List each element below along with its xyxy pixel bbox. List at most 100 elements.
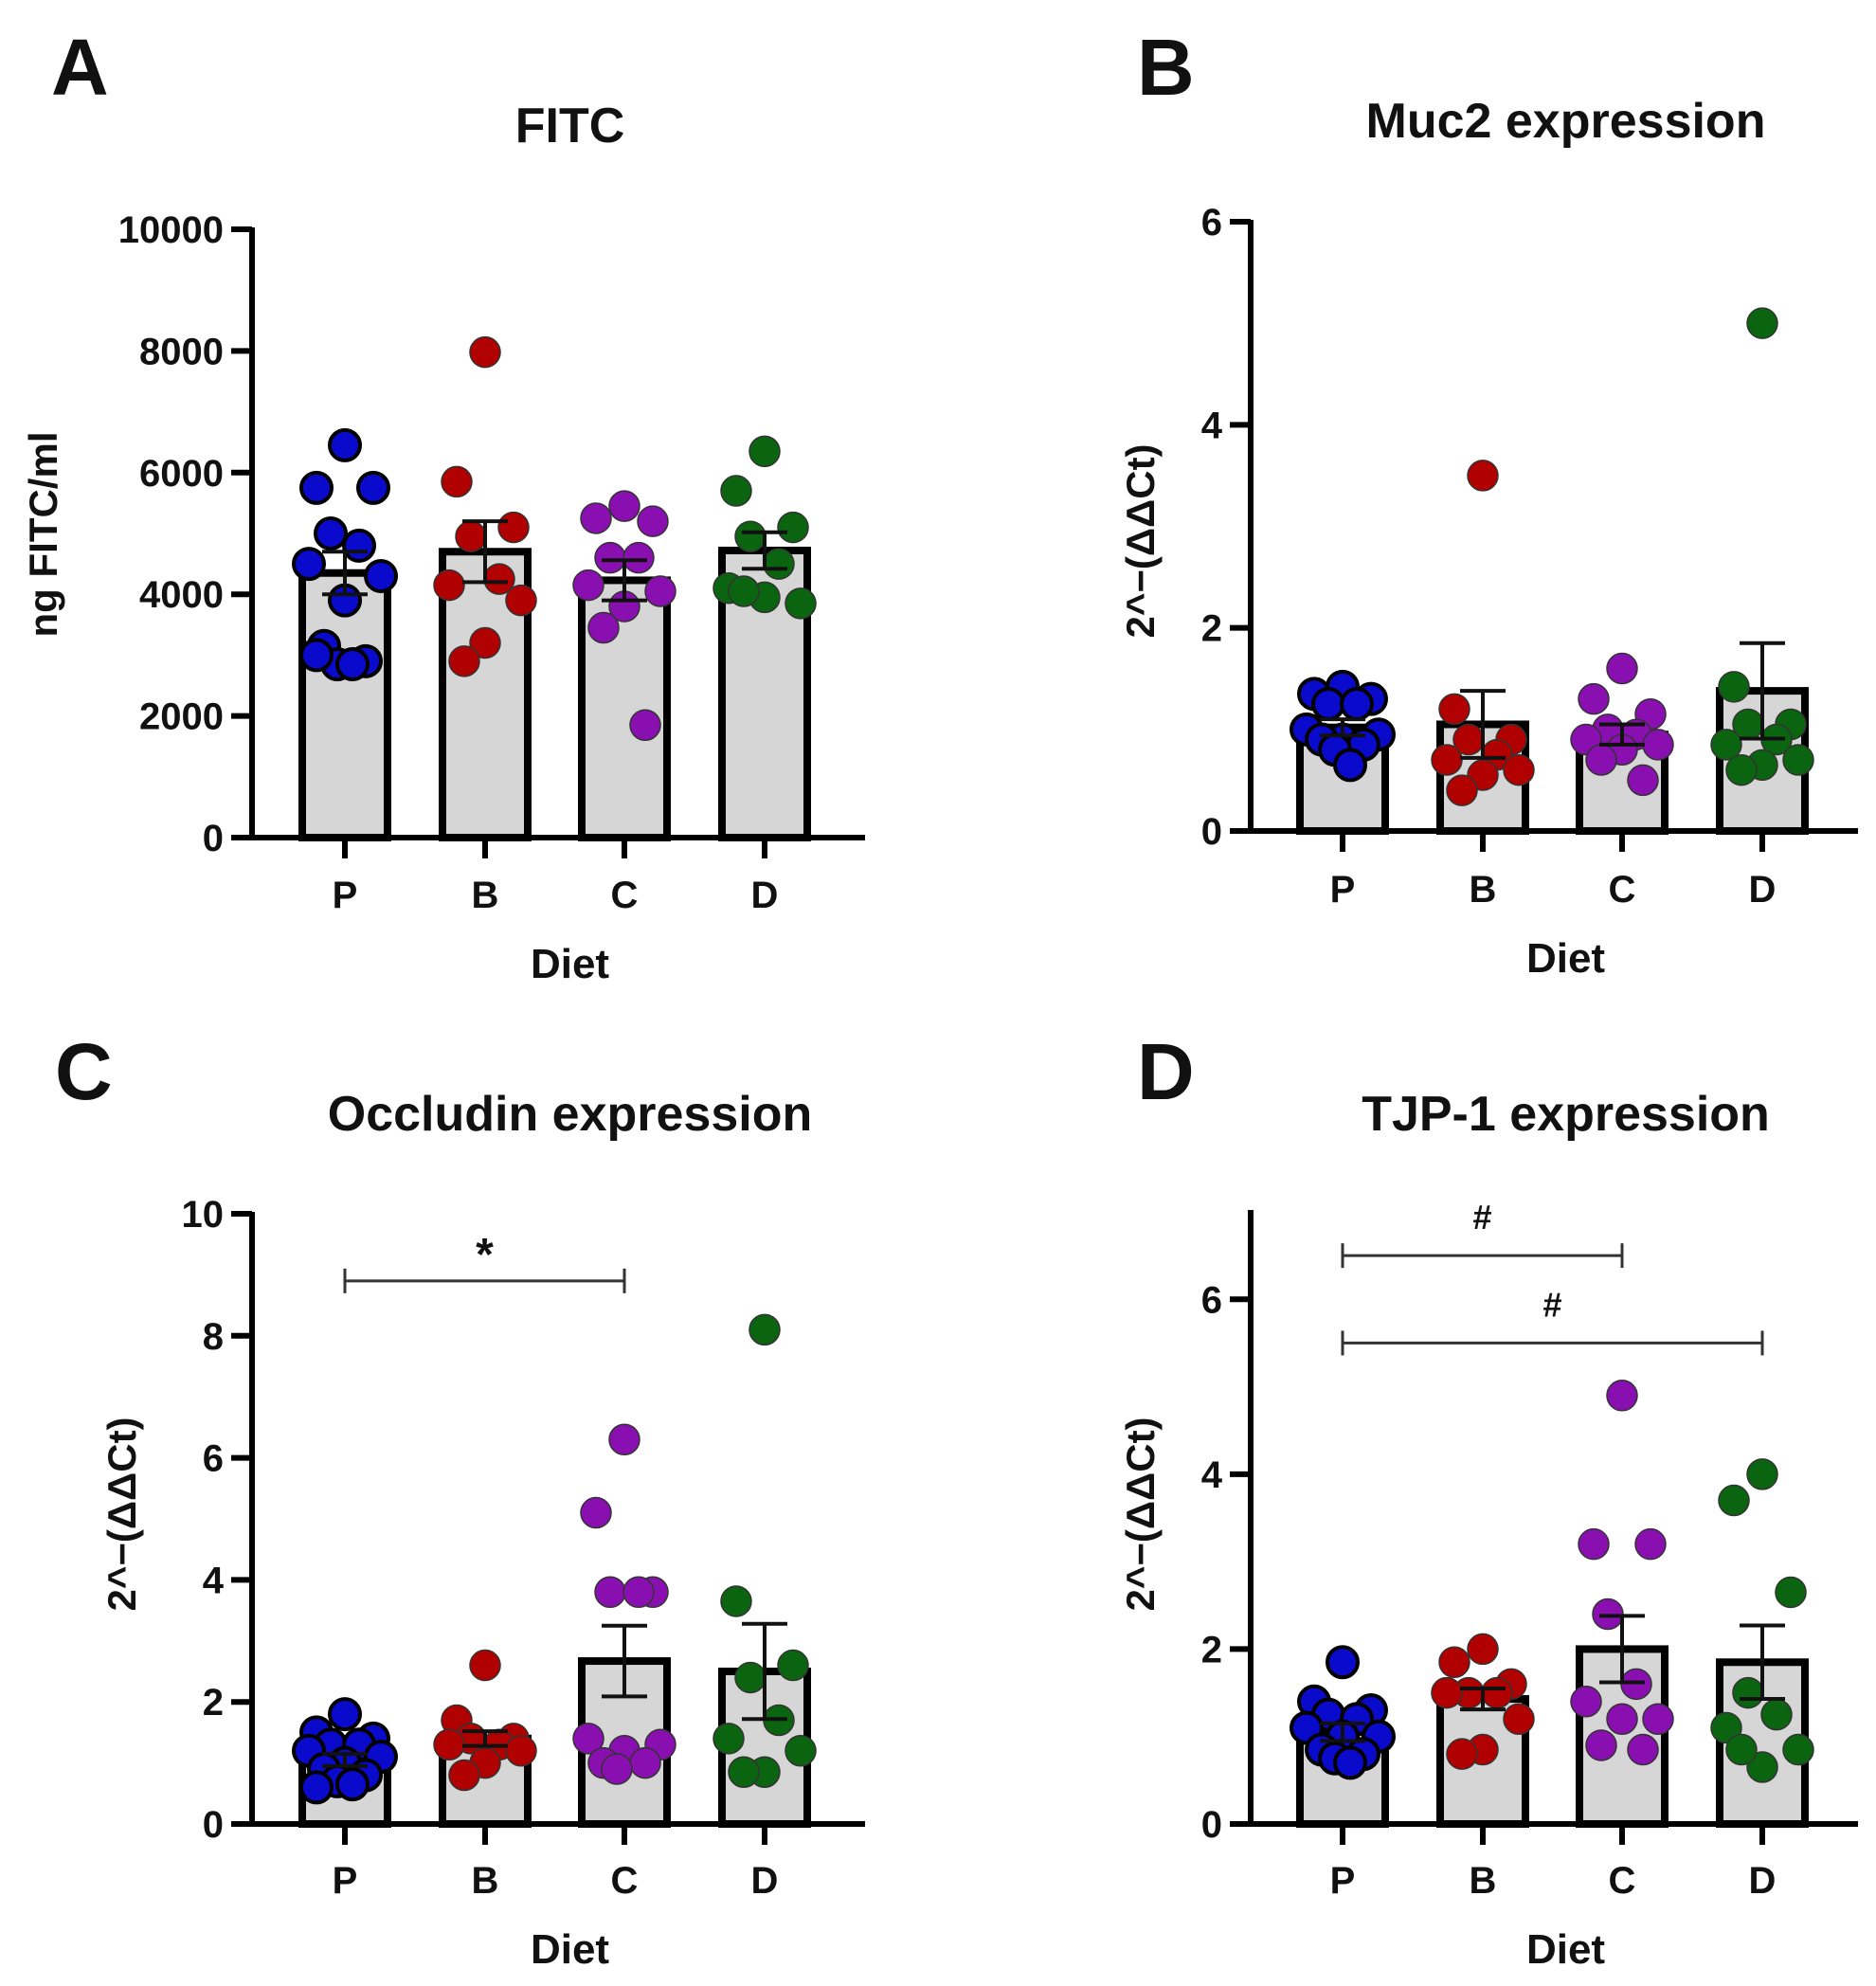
y-tick-label: 0 bbox=[1201, 1804, 1222, 1846]
y-tick-label: 4 bbox=[203, 1560, 225, 1601]
data-point-B bbox=[1503, 1703, 1535, 1736]
data-point-P bbox=[1333, 1745, 1367, 1780]
data-point-D bbox=[1746, 307, 1778, 339]
error-bar-D bbox=[742, 530, 787, 571]
data-point-C bbox=[572, 1723, 604, 1755]
error-bar-D bbox=[1740, 1623, 1785, 1702]
data-point-B bbox=[1446, 774, 1478, 806]
x-tick-label-D: D bbox=[751, 1860, 779, 1902]
data-point-D bbox=[1718, 1484, 1750, 1517]
data-point-P bbox=[356, 470, 390, 505]
data-point-D bbox=[1746, 1458, 1778, 1490]
y-tick-label: 10 bbox=[182, 1194, 225, 1236]
y-axis-label: 2^−(ΔΔCt) bbox=[99, 1417, 144, 1611]
y-tick-label: 2 bbox=[1201, 608, 1222, 650]
data-point-D bbox=[785, 1734, 817, 1767]
y-tick-label: 0 bbox=[203, 818, 224, 859]
data-point-P bbox=[314, 516, 348, 551]
data-point-C bbox=[644, 575, 676, 607]
data-point-B bbox=[505, 584, 537, 617]
panel-b: B Muc2 expression 2^−(ΔΔCt) 0 2 4 6 P B C D Diet bbox=[1118, 23, 1858, 982]
x-tick-label-P: P bbox=[1330, 869, 1356, 911]
data-point-D bbox=[734, 520, 767, 552]
data-point-D bbox=[1718, 671, 1750, 703]
data-point-B bbox=[1467, 460, 1499, 492]
data-point-D bbox=[749, 435, 781, 468]
y-axis-label: 2^−(ΔΔCt) bbox=[1118, 1417, 1163, 1611]
data-point-B bbox=[1446, 1738, 1478, 1770]
data-point-C bbox=[622, 1576, 655, 1609]
data-point-D bbox=[1782, 1733, 1814, 1766]
x-tick-label-P: P bbox=[1330, 1860, 1356, 1902]
x-axis-label: Diet bbox=[531, 941, 609, 987]
data-point-B bbox=[1503, 753, 1535, 786]
error-bar-B bbox=[462, 519, 508, 585]
data-point-B bbox=[1438, 693, 1470, 726]
y-tick-label: 4 bbox=[1201, 1454, 1223, 1496]
data-point-C bbox=[1585, 1729, 1617, 1761]
data-point-C bbox=[608, 490, 640, 522]
data-point-C bbox=[601, 1753, 633, 1785]
data-point-B bbox=[1431, 1676, 1463, 1709]
y-tick-label: 4000 bbox=[139, 574, 224, 616]
x-tick-label-B: B bbox=[472, 1860, 499, 1902]
data-point-P bbox=[328, 1697, 362, 1732]
data-point-D bbox=[1760, 1698, 1793, 1731]
error-bar-C bbox=[1599, 1614, 1645, 1685]
y-tick-label: 8000 bbox=[139, 331, 224, 372]
data-point-C bbox=[1642, 729, 1674, 761]
data-point-B bbox=[448, 1759, 480, 1792]
data-point-P bbox=[335, 647, 370, 682]
data-point-C bbox=[1606, 1703, 1638, 1736]
data-point-C bbox=[629, 1746, 661, 1779]
x-tick-label-P: P bbox=[333, 1860, 358, 1902]
x-tick-label-D: D bbox=[1749, 1860, 1777, 1902]
error-bar-C bbox=[602, 1623, 647, 1699]
y-axis-label: 2^−(ΔΔCt) bbox=[1118, 443, 1163, 638]
x-tick-label-B: B bbox=[1470, 869, 1497, 911]
panel-letter: A bbox=[51, 23, 109, 112]
y-tick-label: 4 bbox=[1201, 405, 1223, 446]
error-bar-D bbox=[1740, 641, 1785, 741]
significance-bracket: # bbox=[1341, 1198, 1624, 1269]
x-tick-label-D: D bbox=[751, 875, 779, 916]
x-tick-label-C: C bbox=[1609, 1860, 1636, 1902]
error-bar-P bbox=[322, 1751, 368, 1768]
panel-letter: D bbox=[1137, 1027, 1195, 1116]
data-point-D bbox=[1710, 729, 1742, 761]
data-point-B bbox=[469, 1649, 501, 1682]
panel-letter: B bbox=[1137, 23, 1195, 112]
y-tick-label: 6 bbox=[1201, 202, 1222, 244]
data-point-P bbox=[299, 470, 334, 505]
data-point-C bbox=[572, 569, 604, 602]
data-point-D bbox=[1725, 1733, 1758, 1766]
data-point-B bbox=[469, 335, 501, 369]
data-point-P bbox=[1311, 687, 1345, 722]
data-point-C bbox=[1606, 652, 1638, 685]
data-point-B bbox=[1438, 1646, 1470, 1679]
error-bar-P bbox=[1320, 1721, 1365, 1743]
data-point-C bbox=[1627, 1733, 1659, 1766]
data-point-D bbox=[720, 475, 752, 507]
panel-letter: C bbox=[55, 1027, 113, 1116]
data-point-C bbox=[1578, 682, 1610, 715]
data-point-C bbox=[1578, 1527, 1610, 1561]
data-point-P bbox=[1340, 687, 1374, 722]
error-bar-P bbox=[1320, 717, 1365, 738]
data-point-C bbox=[1585, 744, 1617, 776]
data-point-B bbox=[1481, 1676, 1513, 1709]
data-point-D bbox=[1725, 753, 1758, 786]
error-bar-B bbox=[1460, 689, 1506, 760]
data-point-P bbox=[335, 1767, 370, 1802]
y-tick-label: 6 bbox=[1201, 1279, 1222, 1321]
data-point-B bbox=[505, 1734, 537, 1767]
chart-title: Muc2 expression bbox=[1366, 94, 1766, 149]
chart-title: FITC bbox=[515, 99, 625, 153]
x-tick-label-C: C bbox=[611, 1860, 639, 1902]
data-point-C bbox=[594, 541, 626, 574]
data-point-P bbox=[299, 1770, 334, 1805]
chart-title: TJP-1 expression bbox=[1362, 1087, 1770, 1142]
data-point-C bbox=[629, 709, 661, 741]
error-bar-P bbox=[322, 550, 368, 597]
x-tick-label-B: B bbox=[472, 875, 499, 916]
